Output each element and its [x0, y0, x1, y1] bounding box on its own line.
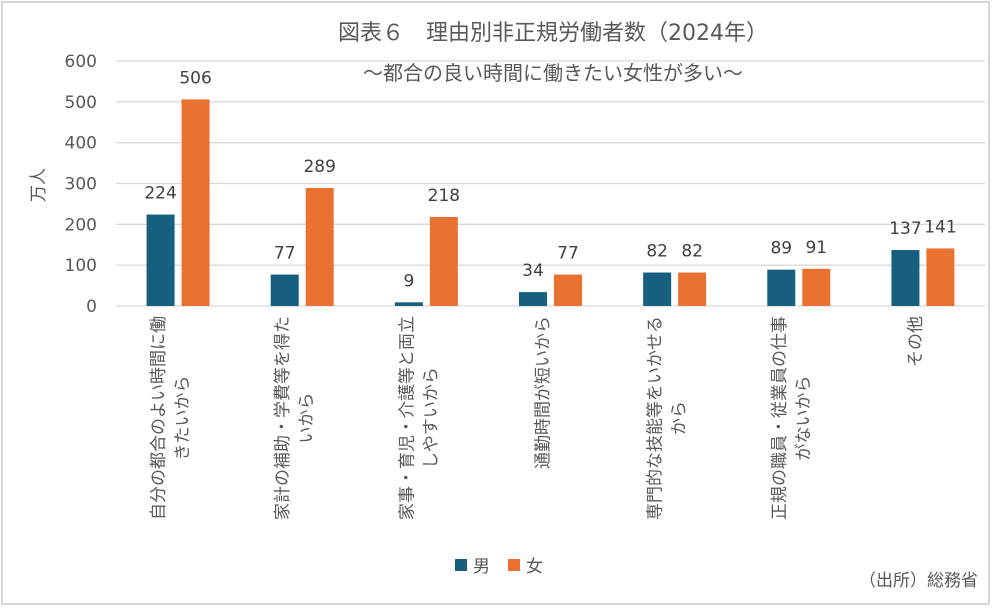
bar-male	[767, 269, 796, 306]
data-label: 89	[770, 239, 792, 259]
category-label: がないから	[794, 376, 814, 461]
y-tick-label: 300	[65, 175, 97, 195]
category-label: から	[670, 401, 690, 435]
legend-swatch-male	[455, 559, 467, 571]
data-label: 77	[557, 244, 579, 264]
category-label: 自分の都合のよい時間に働	[149, 316, 169, 520]
category-label: 家計の補助・学費等を得た	[273, 316, 293, 520]
category-label: 正規の職員・従業員の仕事	[770, 316, 790, 520]
bar-male	[270, 274, 299, 306]
data-label: 9	[403, 271, 414, 291]
y-tick-label: 200	[65, 215, 97, 235]
bar-male	[146, 214, 175, 306]
data-label: 137	[889, 219, 921, 239]
y-tick-label: 400	[65, 134, 97, 154]
y-tick-label: 600	[65, 52, 97, 72]
category-label: 家事・育児・介護等と両立	[397, 316, 417, 520]
category-label: いから	[297, 393, 317, 444]
category-label: その他	[906, 316, 926, 367]
legend-swatch-female	[508, 559, 520, 571]
bar-female	[429, 216, 458, 306]
y-tick-label: 100	[65, 256, 97, 276]
data-label: 34	[522, 261, 544, 281]
bar-male	[394, 302, 423, 306]
bar-male	[891, 250, 920, 306]
bar-female	[305, 187, 334, 306]
bar-female	[926, 248, 955, 306]
data-label: 141	[924, 217, 956, 237]
category-label: 通勤時間が短いから	[534, 316, 554, 469]
legend-label: 男	[473, 557, 490, 577]
data-label: 91	[805, 238, 827, 258]
y-tick-label: 500	[65, 93, 97, 113]
source-note: （出所）総務省	[859, 571, 978, 591]
data-label: 289	[303, 157, 335, 177]
y-axis-label: 万人	[29, 168, 49, 202]
bar-female	[678, 272, 707, 306]
bar-female	[554, 274, 582, 306]
data-label: 82	[646, 242, 668, 262]
chart-title: 図表６ 理由別非正規労働者数（2024年）	[338, 21, 768, 46]
category-label: 専門的な技能等をいかせる	[646, 316, 666, 520]
bar-male	[519, 292, 547, 306]
bar-female	[802, 268, 831, 306]
bar-male	[643, 272, 672, 306]
y-tick-label: 0	[86, 297, 97, 317]
data-label: 218	[428, 186, 460, 206]
category-label: しやすいから	[421, 367, 441, 469]
data-label: 77	[274, 244, 296, 264]
data-label: 82	[681, 242, 703, 262]
category-label: きたいから	[173, 376, 193, 461]
bar-female	[181, 99, 210, 306]
data-label: 224	[144, 184, 176, 204]
data-label: 506	[179, 68, 211, 88]
legend-label: 女	[526, 557, 543, 577]
chart-subtitle: ～都合の良い時間に働きたい女性が多い～	[363, 61, 743, 85]
